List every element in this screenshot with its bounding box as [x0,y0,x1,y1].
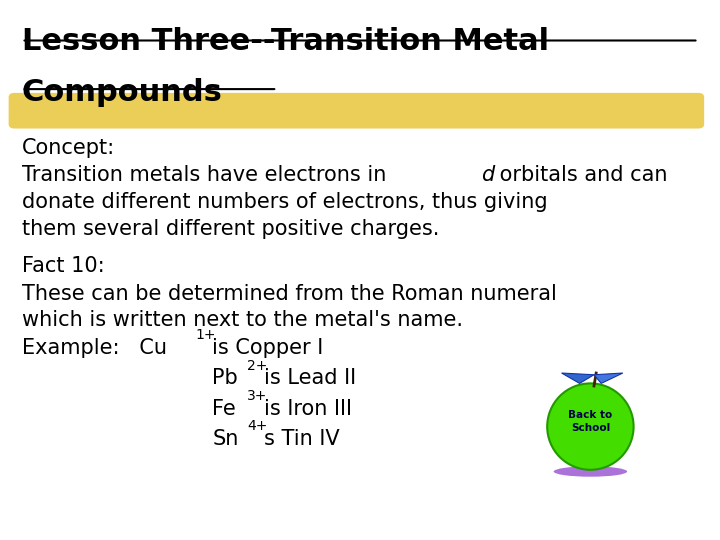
Text: Example:   Cu: Example: Cu [22,338,166,357]
Text: These can be determined from the Roman numeral: These can be determined from the Roman n… [22,284,557,303]
Polygon shape [594,373,623,383]
Text: Sn: Sn [212,429,239,449]
FancyBboxPatch shape [9,93,704,129]
Text: Fe: Fe [212,399,236,418]
Text: Concept:: Concept: [22,138,114,158]
Text: d: d [481,165,494,185]
Text: 2+: 2+ [247,359,267,373]
Text: them several different positive charges.: them several different positive charges. [22,219,439,239]
Text: orbitals and can: orbitals and can [493,165,667,185]
Ellipse shape [554,467,627,477]
Text: Pb: Pb [212,368,238,388]
Text: is Lead II: is Lead II [264,368,356,388]
Text: is Iron III: is Iron III [264,399,352,418]
Text: donate different numbers of electrons, thus giving: donate different numbers of electrons, t… [22,192,547,212]
Text: s Tin IV: s Tin IV [264,429,340,449]
Text: Lesson Three--Transition Metal: Lesson Three--Transition Metal [22,27,549,56]
Text: 4+: 4+ [247,419,267,433]
Text: 1+: 1+ [196,328,216,342]
Polygon shape [562,373,594,383]
Text: which is written next to the metal's name.: which is written next to the metal's nam… [22,310,463,330]
Text: Transition metals have electrons in: Transition metals have electrons in [22,165,392,185]
Text: Back to
School: Back to School [568,410,613,433]
Ellipse shape [547,383,634,470]
Text: 3+: 3+ [247,389,267,403]
Text: Compounds: Compounds [22,78,222,107]
Text: is Copper I: is Copper I [212,338,324,357]
Text: Fact 10:: Fact 10: [22,256,104,276]
